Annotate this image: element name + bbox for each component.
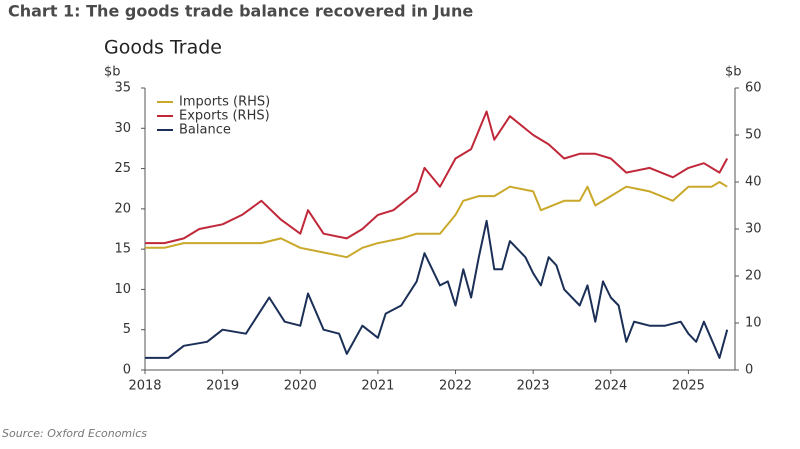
y-tick-label: 35 xyxy=(114,81,131,96)
x-tick-label: 2020 xyxy=(284,379,317,394)
y2-tick-label: 30 xyxy=(745,222,762,237)
y-tick-label: 30 xyxy=(114,121,131,136)
chart-title: Chart 1: The goods trade balance recover… xyxy=(8,2,473,21)
source: Source: Oxford Economics xyxy=(2,427,147,440)
x-tick-label: 2019 xyxy=(206,379,239,394)
y-tick-label: 15 xyxy=(114,242,131,257)
y2-tick-label: 50 xyxy=(745,128,762,143)
x-tick-label: 2018 xyxy=(128,379,161,394)
series-line xyxy=(145,110,729,245)
x-tick-label: 2022 xyxy=(439,379,472,394)
y-axis-label: $b xyxy=(104,65,121,80)
x-tick-label: 2021 xyxy=(361,379,394,394)
x-tick-label: 2024 xyxy=(594,379,627,394)
x-tick-label: 2025 xyxy=(672,379,705,394)
y2-tick-label: 20 xyxy=(745,269,762,284)
legend-label: Exports (RHS) xyxy=(179,109,270,124)
x-tick-label: 2023 xyxy=(517,379,550,394)
y-tick-label: 10 xyxy=(114,282,131,297)
y2-tick-label: 60 xyxy=(745,81,762,96)
y2-tick-label: 40 xyxy=(745,175,762,190)
series-line xyxy=(145,181,728,259)
chart-subtitle: Goods Trade xyxy=(104,37,222,59)
y-tick-label: 25 xyxy=(114,161,131,176)
series-line xyxy=(145,219,729,359)
y2-tick-label: 0 xyxy=(745,363,753,378)
y-tick-label: 20 xyxy=(114,201,131,216)
y2-axis-label: $b xyxy=(725,65,742,80)
legend-label: Imports (RHS) xyxy=(179,95,270,110)
y2-tick-label: 10 xyxy=(745,316,762,331)
y-tick-label: 0 xyxy=(123,363,131,378)
legend-label: Balance xyxy=(179,123,231,138)
y-tick-label: 5 xyxy=(123,322,131,337)
